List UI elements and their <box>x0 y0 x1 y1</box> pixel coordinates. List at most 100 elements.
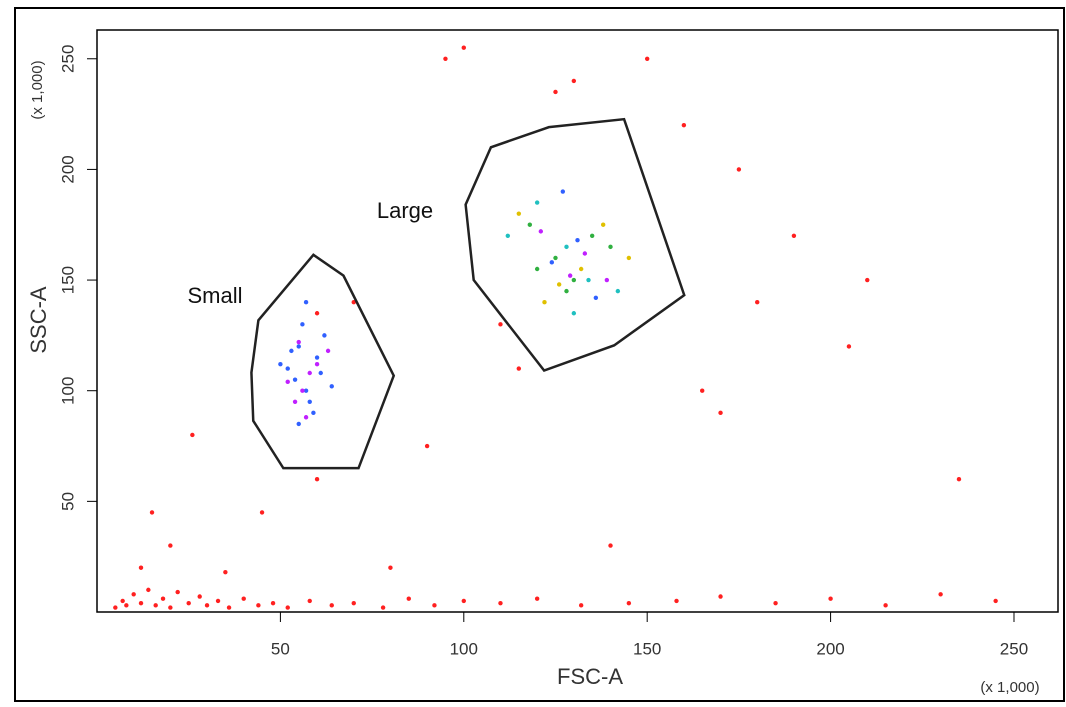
y-tick-label: 250 <box>58 45 77 73</box>
point <box>593 295 599 300</box>
point <box>549 260 555 265</box>
point <box>226 605 232 610</box>
point <box>534 266 540 272</box>
point <box>289 348 294 354</box>
point <box>718 594 723 599</box>
point <box>380 605 386 610</box>
point <box>883 603 888 608</box>
y-axis-label: SSC-A <box>26 286 51 354</box>
point <box>608 543 613 548</box>
point <box>564 288 569 294</box>
point <box>259 510 265 515</box>
point <box>553 89 558 95</box>
point <box>589 233 595 239</box>
point <box>443 56 448 61</box>
point <box>571 311 577 316</box>
point <box>285 366 290 371</box>
point <box>567 273 573 278</box>
point <box>718 410 723 416</box>
x-tick-label: 200 <box>816 639 844 658</box>
point <box>604 277 610 283</box>
point <box>278 361 283 367</box>
point <box>575 238 580 243</box>
point <box>608 244 613 250</box>
point <box>285 605 290 610</box>
point <box>424 443 430 449</box>
point <box>791 233 797 239</box>
point <box>498 600 503 606</box>
point <box>626 255 632 261</box>
point <box>131 592 136 597</box>
point <box>296 421 301 427</box>
point <box>186 600 191 606</box>
point <box>571 277 577 283</box>
point <box>190 432 195 438</box>
point <box>938 592 943 597</box>
point <box>303 299 309 305</box>
x-axis-label: FSC-A <box>557 664 623 689</box>
point <box>351 299 356 305</box>
point <box>285 379 290 385</box>
point <box>175 589 180 595</box>
x-tick-label: 100 <box>450 639 478 658</box>
gate <box>464 117 686 373</box>
point <box>586 277 591 283</box>
gate-label: Large <box>377 198 433 223</box>
point <box>314 355 320 360</box>
point <box>303 388 309 393</box>
point <box>292 377 298 382</box>
gate-label: Small <box>187 283 242 308</box>
y-tick-label: 50 <box>58 492 77 511</box>
point <box>314 311 320 316</box>
point <box>560 189 566 194</box>
point <box>432 603 437 608</box>
point <box>615 288 621 294</box>
point <box>626 600 632 606</box>
point <box>571 78 577 84</box>
point <box>516 211 522 216</box>
point <box>204 603 210 608</box>
point <box>311 410 316 416</box>
point <box>138 565 144 570</box>
point <box>314 477 320 482</box>
point <box>461 598 466 604</box>
point <box>153 603 158 608</box>
point <box>505 233 511 239</box>
point <box>146 587 151 593</box>
point <box>553 255 558 261</box>
point <box>314 361 320 367</box>
point <box>307 370 312 376</box>
point <box>700 388 705 393</box>
point <box>351 600 356 606</box>
y-tick-label: 100 <box>58 377 77 405</box>
point <box>516 366 522 371</box>
point <box>846 344 852 349</box>
point <box>168 543 173 548</box>
point <box>223 569 228 575</box>
point <box>168 605 173 610</box>
point <box>542 299 547 305</box>
y-tick-label: 150 <box>58 266 77 294</box>
point <box>534 596 540 601</box>
point <box>498 322 503 327</box>
point <box>124 603 129 608</box>
point <box>993 598 998 604</box>
point <box>773 600 778 606</box>
point <box>303 415 309 420</box>
y-scale-note: (x 1,000) <box>29 60 46 119</box>
point <box>564 244 569 250</box>
point <box>307 598 312 604</box>
point <box>534 200 540 205</box>
y-tick-label: 200 <box>58 155 77 183</box>
x-tick-label: 250 <box>1000 639 1028 658</box>
point <box>828 596 833 601</box>
point <box>113 605 118 610</box>
point <box>215 598 221 604</box>
x-tick-label: 150 <box>633 639 661 658</box>
point <box>865 277 870 283</box>
point <box>556 282 562 287</box>
point <box>241 596 246 601</box>
point <box>296 344 301 349</box>
point <box>578 266 584 272</box>
